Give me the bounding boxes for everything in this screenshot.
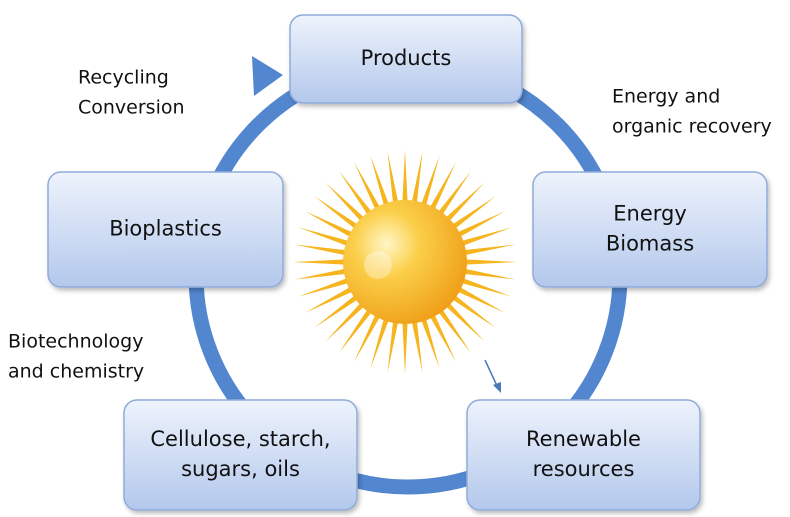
annotation: Energy and bbox=[612, 86, 720, 108]
node: Energy Biomass bbox=[533, 172, 767, 287]
sun-ray bbox=[457, 211, 505, 237]
sun-ray bbox=[412, 321, 423, 373]
node-label: Renewable bbox=[526, 427, 641, 451]
cycle-arrowhead bbox=[252, 56, 283, 96]
sun-ray bbox=[339, 309, 372, 353]
sun-ray bbox=[430, 314, 456, 362]
node-label: Cellulose, starch, bbox=[150, 427, 330, 451]
node-label: resources bbox=[533, 457, 635, 481]
sun-ray bbox=[402, 322, 407, 374]
small-arrowhead bbox=[493, 382, 501, 393]
diagram: Products Energy Biomass Renewable resources C… bbox=[0, 0, 790, 517]
node-box bbox=[533, 172, 767, 287]
sun-ray bbox=[464, 245, 516, 256]
sun-ray bbox=[314, 196, 358, 229]
sun-ray bbox=[294, 245, 346, 256]
node-box bbox=[124, 400, 357, 510]
sun-ray bbox=[354, 314, 380, 362]
node-label: Products bbox=[361, 46, 452, 70]
annotation: organic recovery bbox=[612, 116, 772, 138]
annotation: Recycling bbox=[78, 67, 169, 89]
sun-ray bbox=[465, 259, 517, 264]
sun-ray bbox=[452, 196, 496, 229]
node-label: Biomass bbox=[606, 232, 694, 256]
sun-ray bbox=[294, 269, 346, 280]
sun-ray bbox=[293, 259, 345, 264]
sun-ray bbox=[326, 183, 365, 222]
sun-ray bbox=[438, 171, 471, 215]
sun-ray bbox=[314, 295, 358, 328]
annotation: Conversion bbox=[78, 97, 185, 119]
sun-ray bbox=[339, 171, 372, 215]
node: Renewable resources bbox=[467, 400, 700, 510]
sun-ray bbox=[305, 211, 353, 237]
sun-ray bbox=[305, 287, 353, 313]
annotation: Biotechnology bbox=[8, 331, 143, 353]
sun-ray bbox=[457, 287, 505, 313]
sun-ray bbox=[326, 303, 365, 342]
sun-ray bbox=[438, 309, 471, 353]
node-label: Bioplastics bbox=[109, 217, 222, 241]
sun-ray bbox=[464, 269, 516, 280]
node-label: Energy bbox=[613, 202, 687, 226]
sun-ray bbox=[412, 151, 423, 203]
sun-ray bbox=[452, 295, 496, 328]
sun-ray bbox=[446, 183, 485, 222]
node-label: sugars, oils bbox=[181, 457, 300, 481]
sun-ray bbox=[402, 150, 407, 202]
node: Cellulose, starch, sugars, oils bbox=[124, 400, 357, 510]
sun-ray bbox=[354, 162, 380, 210]
sun-ray bbox=[388, 321, 399, 373]
node: Bioplastics bbox=[48, 172, 283, 287]
small-arrow bbox=[485, 360, 498, 388]
annotation: and chemistry bbox=[8, 361, 144, 383]
node: Products bbox=[290, 15, 522, 103]
sun-ray bbox=[446, 303, 485, 342]
sun-ray bbox=[388, 151, 399, 203]
sun-ray bbox=[430, 162, 456, 210]
sun-core bbox=[343, 200, 467, 324]
node-box bbox=[467, 400, 700, 510]
sun-highlight bbox=[364, 251, 392, 279]
